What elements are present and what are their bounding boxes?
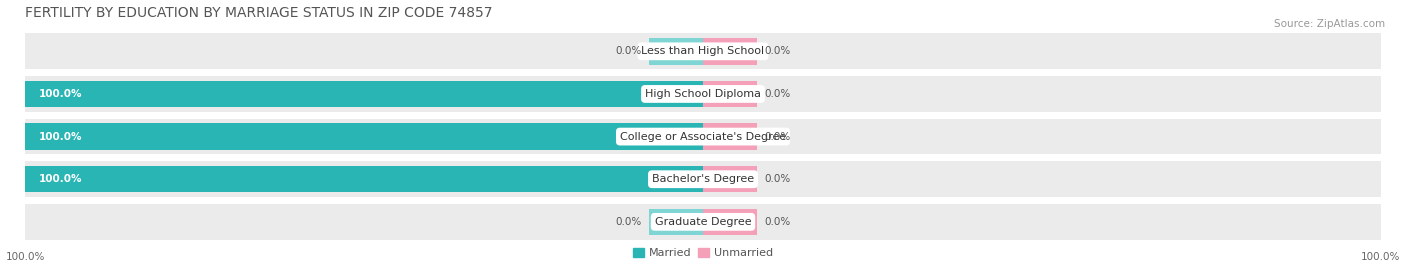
Bar [25, 34, 1381, 69]
Bar [25, 76, 1381, 112]
Text: FERTILITY BY EDUCATION BY MARRIAGE STATUS IN ZIP CODE 74857: FERTILITY BY EDUCATION BY MARRIAGE STATU… [25, 6, 492, 20]
Text: 0.0%: 0.0% [763, 174, 790, 184]
Text: Source: ZipAtlas.com: Source: ZipAtlas.com [1274, 19, 1385, 29]
Bar [703, 123, 758, 150]
Bar [25, 123, 703, 150]
Text: College or Associate's Degree: College or Associate's Degree [620, 132, 786, 142]
Text: Bachelor's Degree: Bachelor's Degree [652, 174, 754, 184]
Text: 100.0%: 100.0% [39, 174, 83, 184]
Text: 100.0%: 100.0% [39, 132, 83, 142]
Text: Graduate Degree: Graduate Degree [655, 217, 751, 227]
Text: 0.0%: 0.0% [763, 46, 790, 56]
Bar [25, 119, 1381, 154]
Text: Less than High School: Less than High School [641, 46, 765, 56]
Bar [25, 204, 1381, 240]
Bar [703, 209, 758, 235]
Bar [648, 38, 703, 65]
Text: 0.0%: 0.0% [763, 217, 790, 227]
Bar [703, 166, 758, 192]
Bar [703, 38, 758, 65]
Text: 0.0%: 0.0% [763, 132, 790, 142]
Bar [25, 161, 1381, 197]
Text: 0.0%: 0.0% [616, 46, 643, 56]
Text: High School Diploma: High School Diploma [645, 89, 761, 99]
Bar [25, 166, 703, 192]
Legend: Married, Unmarried: Married, Unmarried [631, 246, 775, 260]
Bar [25, 81, 703, 107]
Bar [703, 81, 758, 107]
Text: 0.0%: 0.0% [763, 89, 790, 99]
Text: 100.0%: 100.0% [39, 89, 83, 99]
Bar [648, 209, 703, 235]
Text: 0.0%: 0.0% [616, 217, 643, 227]
